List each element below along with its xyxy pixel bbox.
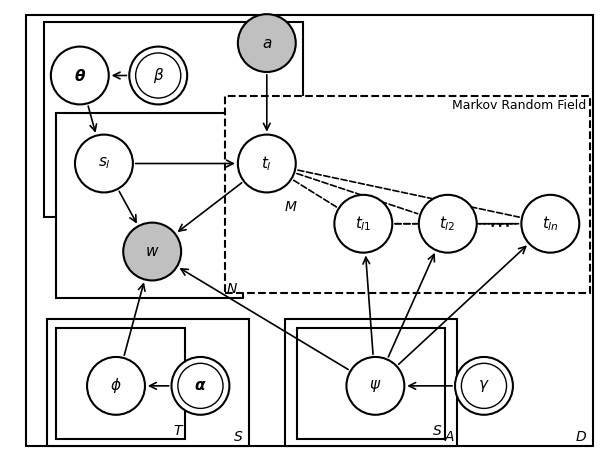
Text: $a$: $a$ — [262, 35, 272, 51]
Ellipse shape — [123, 223, 181, 281]
Bar — [56, 328, 185, 439]
Text: $t_{ln}$: $t_{ln}$ — [542, 214, 559, 233]
Text: N: N — [226, 281, 237, 295]
Text: $s_l$: $s_l$ — [98, 156, 110, 171]
Text: $\cdots$: $\cdots$ — [488, 214, 510, 234]
Ellipse shape — [347, 357, 404, 415]
Text: S: S — [234, 430, 242, 444]
Text: $\phi$: $\phi$ — [110, 377, 122, 395]
Ellipse shape — [238, 135, 296, 192]
Text: $t_{l2}$: $t_{l2}$ — [439, 214, 456, 233]
Bar — [297, 328, 445, 439]
Ellipse shape — [419, 195, 477, 253]
Text: $\gamma$: $\gamma$ — [478, 378, 490, 394]
Bar — [225, 96, 590, 293]
Text: T: T — [174, 424, 182, 438]
Bar — [56, 113, 242, 298]
Ellipse shape — [171, 357, 230, 415]
Text: $\psi$: $\psi$ — [369, 378, 382, 394]
Ellipse shape — [455, 357, 513, 415]
Text: M: M — [285, 200, 297, 214]
Bar — [47, 319, 248, 446]
Text: $\boldsymbol{\theta}$: $\boldsymbol{\theta}$ — [74, 68, 86, 83]
Text: $t_{l1}$: $t_{l1}$ — [355, 214, 371, 233]
Bar — [44, 22, 303, 217]
Text: Markov Random Field: Markov Random Field — [452, 99, 587, 112]
Ellipse shape — [51, 47, 108, 104]
Ellipse shape — [87, 357, 145, 415]
Ellipse shape — [75, 135, 133, 192]
Bar — [285, 319, 457, 446]
Text: D: D — [576, 430, 587, 444]
Text: $t_l$: $t_l$ — [261, 154, 272, 173]
Text: A: A — [444, 430, 454, 444]
Text: $w$: $w$ — [145, 244, 159, 259]
Text: $\boldsymbol{\alpha}$: $\boldsymbol{\alpha}$ — [194, 378, 207, 393]
Ellipse shape — [238, 14, 296, 72]
Ellipse shape — [521, 195, 579, 253]
Ellipse shape — [129, 47, 187, 104]
Text: S: S — [433, 424, 442, 438]
Ellipse shape — [335, 195, 392, 253]
Text: $\beta$: $\beta$ — [153, 66, 164, 85]
